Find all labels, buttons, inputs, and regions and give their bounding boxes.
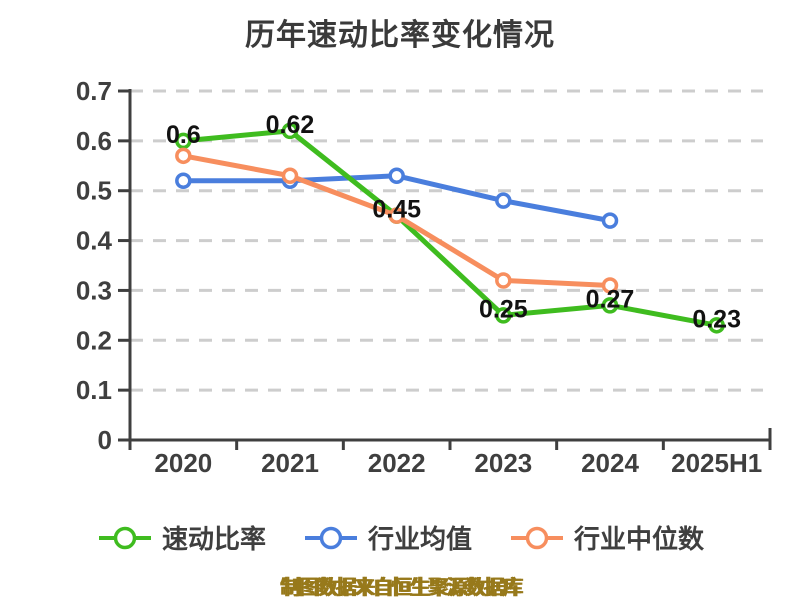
y-axis-label: 0.6	[76, 126, 112, 156]
legend-marker-line-icon	[511, 526, 563, 549]
source-note: 制图数据来自恒生聚源数据库	[279, 577, 522, 599]
data-point	[175, 132, 192, 150]
y-axis-label: 0.7	[76, 76, 112, 106]
y-axis-label: 0.4	[76, 226, 113, 256]
data-label: 0.45	[372, 196, 421, 224]
data-point	[495, 307, 512, 324]
x-axis-label: 2024	[581, 448, 639, 478]
x-axis-label: 2020	[154, 448, 212, 478]
data-label: 0.62	[266, 111, 315, 139]
y-axis-label: 0.1	[76, 375, 112, 405]
data-label: 0.27	[586, 285, 635, 313]
data-label: 0.25	[479, 295, 528, 323]
x-axis-label: 2025H1	[671, 448, 762, 478]
chart-title: 历年速动比率变化情况	[245, 19, 555, 52]
x-axis-label: 2023	[474, 448, 532, 478]
y-axis-label: 0.2	[76, 325, 112, 355]
y-axis-label: 0.5	[76, 176, 112, 206]
y-axis-label: 0	[98, 425, 112, 455]
x-axis-label: 2022	[368, 448, 426, 478]
data-point	[388, 207, 405, 224]
data-point	[601, 297, 619, 314]
data-point	[601, 277, 619, 294]
data-point	[495, 192, 512, 209]
data-point	[281, 122, 299, 140]
data-point	[601, 212, 619, 229]
legend-item-industry-mean[interactable]: 行业均值	[302, 519, 472, 556]
data-label: 0.6	[166, 121, 201, 149]
data-point	[495, 272, 512, 289]
data-point	[708, 317, 725, 334]
y-axis-label: 0.3	[76, 275, 112, 305]
data-point	[388, 167, 405, 185]
data-point	[175, 147, 192, 165]
legend-item-industry-median[interactable]: 行业中位数	[508, 519, 704, 556]
series-line-0	[180, 128, 720, 328]
legend-marker-line-icon	[98, 526, 151, 549]
legend-label: 行业均值	[367, 524, 472, 554]
legend-label: 速动比率	[161, 524, 266, 554]
chart-legend: 速动比率 行业均值 行业中位数	[0, 519, 800, 556]
legend-marker-line-icon	[304, 526, 357, 549]
x-axis-label: 2021	[261, 448, 319, 478]
legend-label: 行业中位数	[574, 524, 705, 554]
legend-item-quick-ratio[interactable]: 速动比率	[96, 519, 266, 556]
data-point	[281, 167, 299, 185]
data-label: 0.23	[692, 305, 741, 333]
data-point	[175, 172, 192, 189]
